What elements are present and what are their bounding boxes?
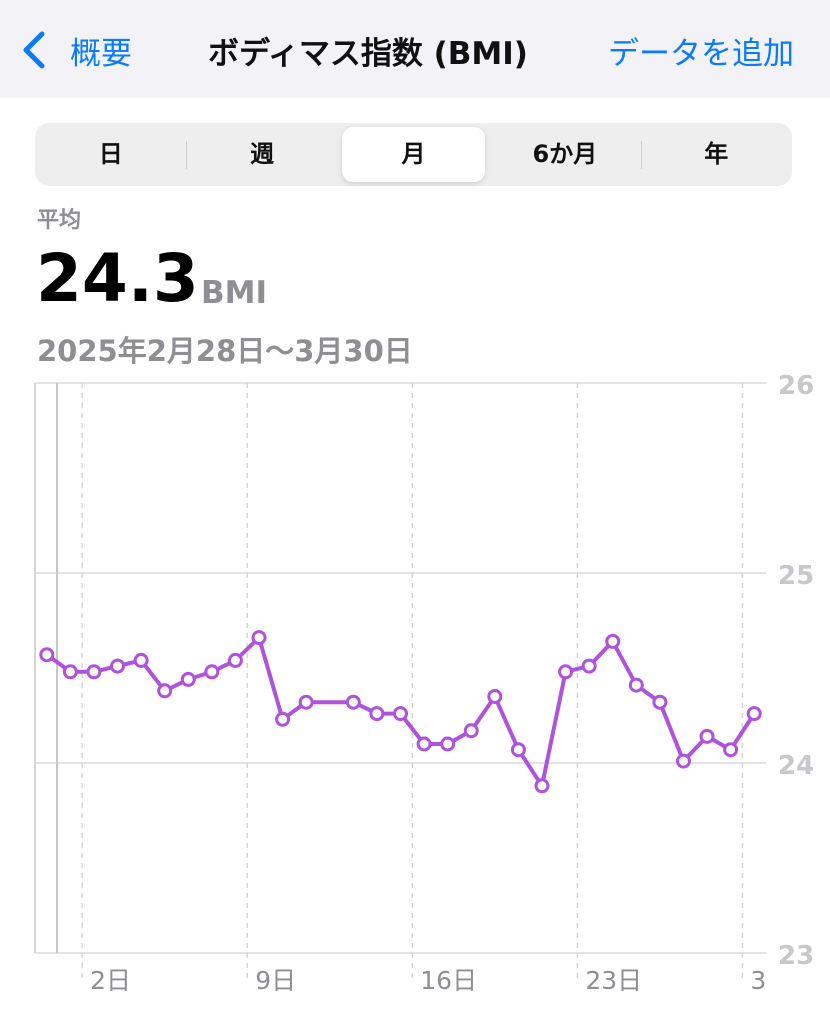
summary-unit: BMI	[201, 275, 268, 311]
data-point	[628, 677, 644, 693]
segment[interactable]: 週	[250, 140, 275, 168]
segment[interactable]: 6か月	[532, 140, 598, 168]
data-point	[605, 633, 621, 649]
x-tick-label: 2日	[90, 966, 131, 995]
data-point	[204, 664, 220, 680]
data-point	[298, 694, 314, 710]
data-point	[746, 706, 762, 722]
data-point	[110, 658, 126, 674]
segment-separator	[186, 141, 188, 169]
data-point	[463, 723, 479, 739]
data-point	[510, 742, 526, 758]
data-point	[487, 689, 503, 704]
data-point	[416, 736, 432, 752]
back-icon[interactable]	[18, 30, 48, 70]
chart: 23 24 25 26 2日 9日 16日 23日 3	[34, 371, 814, 995]
summary-value: 24.3	[36, 240, 199, 317]
data-point	[39, 647, 55, 663]
back-button[interactable]: 概要	[70, 36, 132, 72]
data-point	[534, 778, 550, 794]
segment-separator	[640, 141, 642, 169]
add-data-button[interactable]: データを追加	[608, 36, 794, 72]
nav-bar: 概要 ボディマス指数 (BMI) データを追加	[0, 0, 830, 98]
nav-title: ボディマス指数 (BMI)	[208, 36, 528, 72]
segment[interactable]: 月	[341, 127, 486, 182]
segment[interactable]: 日	[98, 140, 123, 168]
summary-label: 平均	[37, 208, 82, 233]
data-point	[558, 664, 574, 680]
y-tick-label: 24	[778, 751, 814, 781]
data-point	[180, 671, 196, 687]
data-point	[699, 728, 715, 744]
x-tick-label: 16日	[420, 966, 477, 995]
data-point	[393, 706, 408, 722]
data-point	[251, 630, 267, 646]
data-point	[86, 664, 102, 680]
data-point	[369, 706, 385, 722]
data-point	[675, 753, 691, 769]
segment[interactable]: 年	[704, 140, 729, 168]
data-point	[227, 652, 243, 668]
y-tick-label: 23	[778, 941, 814, 971]
data-point	[133, 652, 149, 668]
segmented-control: 日 週 月 6か月 年	[35, 123, 792, 186]
y-tick-label: 26	[778, 371, 814, 401]
data-point	[581, 658, 597, 674]
data-point	[440, 736, 456, 752]
data-point	[275, 711, 291, 727]
x-tick-label: 3	[750, 966, 766, 995]
data-point	[723, 742, 739, 758]
x-tick-label: 23日	[585, 966, 642, 995]
x-tick-label: 9日	[255, 966, 296, 995]
y-tick-label: 25	[778, 561, 814, 591]
date-range: 2025年2月28日〜3月30日	[37, 334, 413, 368]
data-point	[652, 694, 668, 710]
data-point	[345, 694, 361, 710]
data-point	[157, 683, 173, 699]
data-point	[62, 664, 78, 680]
